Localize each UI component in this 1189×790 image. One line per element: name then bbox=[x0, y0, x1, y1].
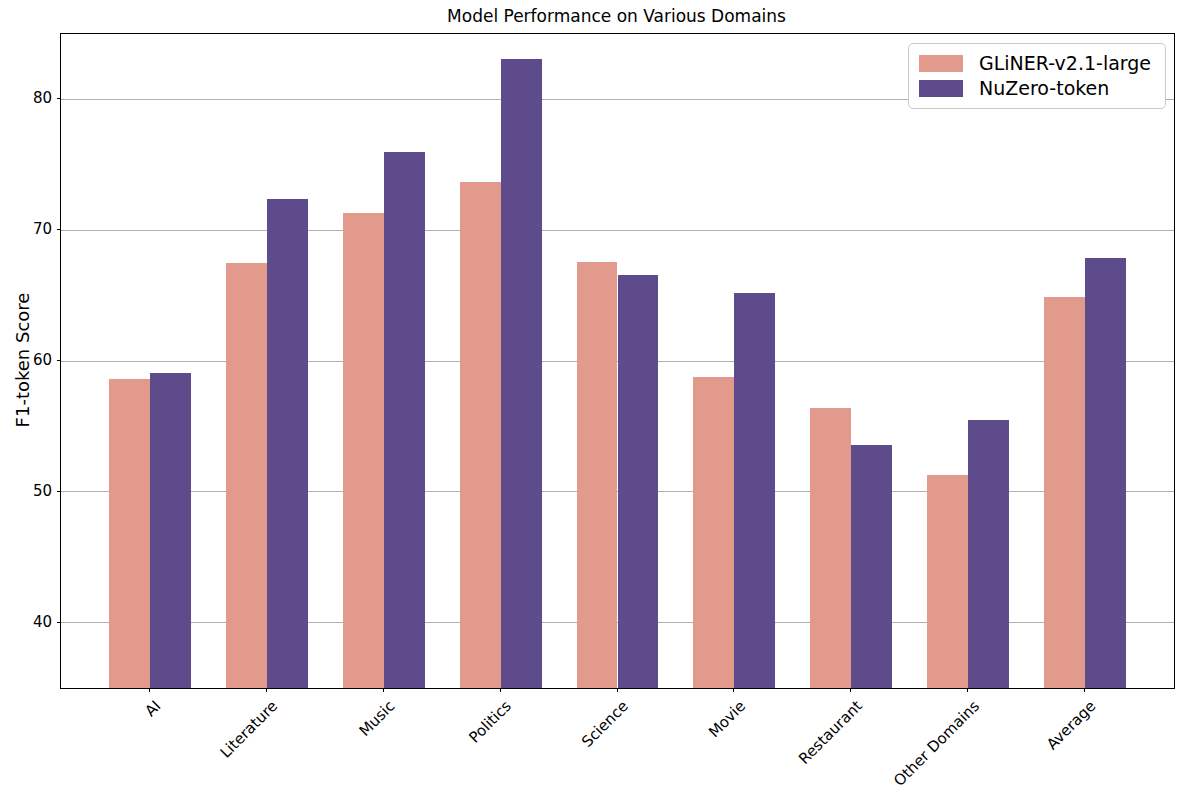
x-tick-label: Restaurant bbox=[795, 697, 866, 768]
bar-nuzero-token-music bbox=[384, 152, 425, 688]
legend-item: GLiNER-v2.1-large bbox=[919, 52, 1155, 75]
legend-swatch-nuzero bbox=[919, 80, 963, 97]
chart-title: Model Performance on Various Domains bbox=[60, 6, 1173, 26]
bar-nuzero-token-science bbox=[618, 275, 659, 688]
legend-swatch-gliner bbox=[919, 55, 963, 72]
x-tick-mark bbox=[1084, 688, 1085, 692]
bar-gliner-v2-1-large-ai bbox=[109, 379, 150, 688]
bar-gliner-v2-1-large-music bbox=[343, 213, 384, 688]
bar-nuzero-token-other-domains bbox=[968, 420, 1009, 688]
x-tick-label: Music bbox=[356, 697, 399, 740]
x-tick-mark bbox=[850, 688, 851, 692]
bar-nuzero-token-literature bbox=[267, 199, 308, 688]
y-tick-mark bbox=[57, 229, 61, 230]
bar-gliner-v2-1-large-movie bbox=[693, 377, 734, 688]
bar-nuzero-token-movie bbox=[734, 293, 775, 688]
x-tick-label: Other Domains bbox=[890, 697, 983, 790]
bar-nuzero-token-ai bbox=[150, 373, 191, 688]
plot-area bbox=[60, 33, 1175, 689]
bar-nuzero-token-politics bbox=[501, 59, 542, 688]
x-tick-mark bbox=[266, 688, 267, 692]
gridline bbox=[61, 230, 1174, 231]
y-tick-label: 70 bbox=[0, 220, 52, 238]
x-tick-mark bbox=[617, 688, 618, 692]
y-tick-label: 50 bbox=[0, 482, 52, 500]
y-tick-label: 80 bbox=[0, 89, 52, 107]
x-tick-label: Politics bbox=[466, 697, 516, 747]
bar-gliner-v2-1-large-restaurant bbox=[810, 408, 851, 688]
bar-nuzero-token-average bbox=[1085, 258, 1126, 688]
x-tick-mark bbox=[383, 688, 384, 692]
legend: GLiNER-v2.1-large NuZero-token bbox=[908, 43, 1166, 109]
legend-label-nuzero: NuZero-token bbox=[979, 77, 1109, 100]
bar-gliner-v2-1-large-literature bbox=[226, 263, 267, 688]
y-tick-mark bbox=[57, 491, 61, 492]
x-tick-label: Average bbox=[1043, 697, 1099, 753]
x-tick-mark bbox=[500, 688, 501, 692]
x-tick-label: Literature bbox=[217, 697, 282, 762]
figure: Model Performance on Various Domains F1-… bbox=[0, 0, 1189, 790]
x-tick-label: AI bbox=[142, 697, 165, 720]
x-tick-mark bbox=[149, 688, 150, 692]
bar-gliner-v2-1-large-science bbox=[577, 262, 618, 688]
legend-item: NuZero-token bbox=[919, 77, 1155, 100]
y-tick-label: 60 bbox=[0, 351, 52, 369]
x-tick-mark bbox=[733, 688, 734, 692]
y-tick-mark bbox=[57, 98, 61, 99]
x-tick-label: Movie bbox=[705, 697, 749, 741]
y-tick-mark bbox=[57, 622, 61, 623]
y-tick-label: 40 bbox=[0, 613, 52, 631]
bar-gliner-v2-1-large-politics bbox=[460, 182, 501, 688]
bar-gliner-v2-1-large-other-domains bbox=[927, 475, 968, 688]
x-tick-label: Science bbox=[578, 697, 632, 751]
x-tick-mark bbox=[967, 688, 968, 692]
legend-label-gliner: GLiNER-v2.1-large bbox=[979, 52, 1151, 75]
y-tick-mark bbox=[57, 360, 61, 361]
bar-nuzero-token-restaurant bbox=[851, 445, 892, 688]
bar-gliner-v2-1-large-average bbox=[1044, 297, 1085, 688]
